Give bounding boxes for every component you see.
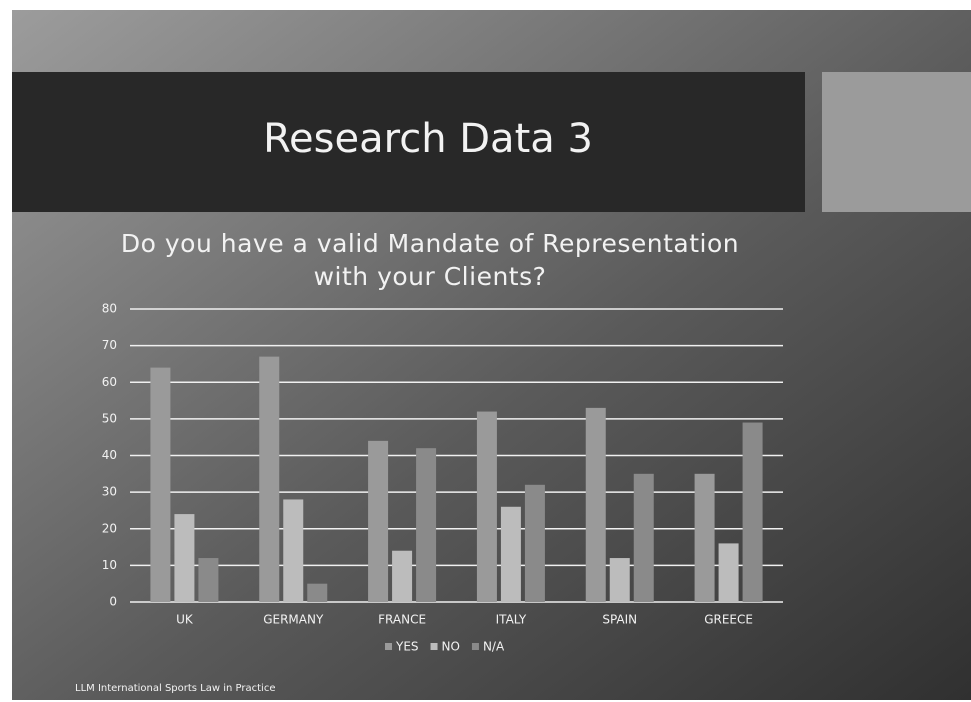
bar bbox=[392, 550, 413, 602]
bar bbox=[742, 422, 763, 602]
bar bbox=[694, 473, 715, 602]
bar bbox=[609, 558, 630, 602]
legend-label: YES bbox=[395, 640, 419, 654]
chart-title: Do you have a valid Mandate of Represent… bbox=[121, 229, 739, 258]
bar bbox=[416, 448, 437, 602]
bar bbox=[150, 367, 171, 602]
y-tick-label: 20 bbox=[102, 521, 117, 535]
bar bbox=[585, 407, 606, 602]
bar bbox=[368, 440, 389, 602]
legend-swatch bbox=[430, 643, 438, 650]
x-tick-label: GERMANY bbox=[263, 613, 324, 627]
bar bbox=[476, 411, 497, 602]
slide-title: Research Data 3 bbox=[263, 116, 593, 162]
bar bbox=[500, 506, 521, 602]
legend-swatch bbox=[471, 643, 479, 650]
legend-label: NO bbox=[442, 640, 460, 654]
y-tick-label: 50 bbox=[102, 411, 117, 425]
legend-swatch bbox=[385, 643, 392, 650]
y-tick-label: 10 bbox=[102, 558, 117, 572]
chart-title: with your Clients? bbox=[314, 262, 547, 291]
bar bbox=[307, 583, 328, 602]
bar bbox=[259, 356, 280, 602]
footer: LLM International Sports Law in Practice bbox=[75, 683, 275, 694]
x-tick-label: GREECE bbox=[704, 613, 753, 627]
chart: 0 10 20 30 40 50 60 70 80 UK GERMANY FRANCE ITALY SPA… bbox=[102, 302, 783, 654]
bar bbox=[198, 558, 219, 602]
bar bbox=[174, 514, 195, 602]
accent-box bbox=[822, 72, 971, 212]
y-tick-label: 30 bbox=[102, 485, 117, 499]
y-tick-label: 60 bbox=[102, 375, 117, 389]
y-tick-label: 0 bbox=[109, 595, 117, 609]
x-tick-label: UK bbox=[176, 613, 194, 627]
bar bbox=[524, 484, 545, 602]
x-tick-label: SPAIN bbox=[602, 613, 637, 627]
legend-label: N/A bbox=[483, 640, 505, 654]
bar bbox=[718, 543, 739, 602]
x-tick-label: FRANCE bbox=[378, 613, 426, 627]
y-tick-label: 40 bbox=[102, 448, 117, 462]
bar bbox=[283, 499, 304, 602]
y-tick-label: 80 bbox=[102, 302, 117, 316]
y-tick-label: 70 bbox=[102, 338, 117, 352]
title-bar bbox=[12, 72, 805, 212]
x-tick-label: ITALY bbox=[496, 613, 527, 627]
bar bbox=[633, 473, 654, 602]
